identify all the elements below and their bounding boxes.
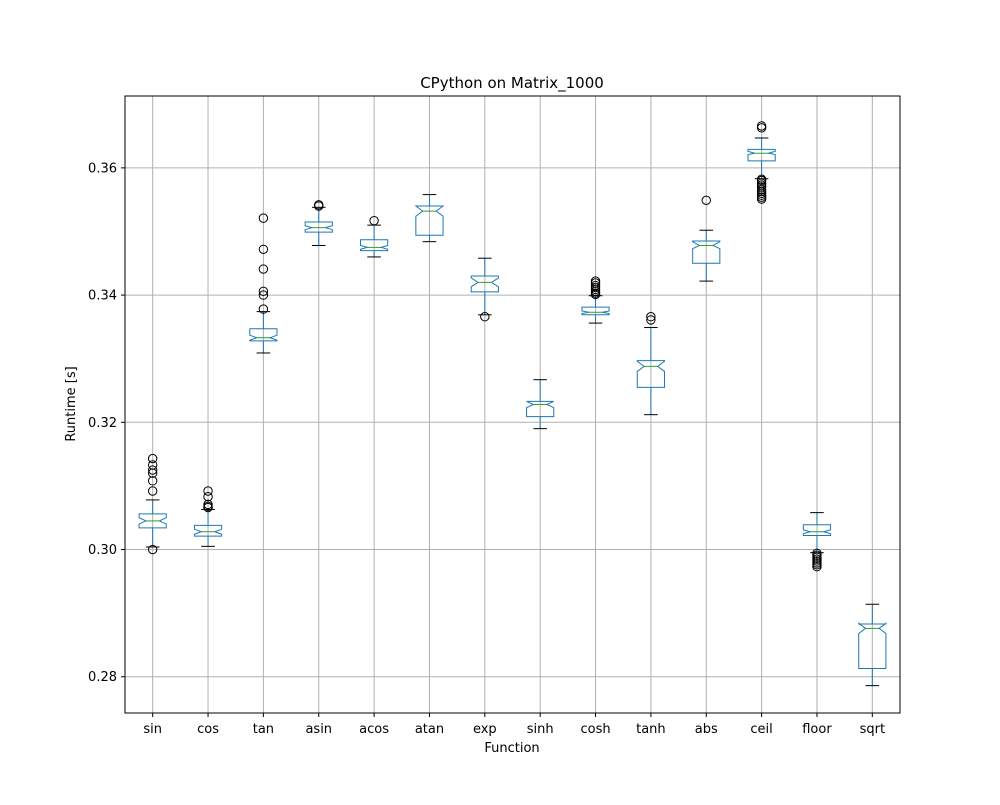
box-sinh	[526, 379, 555, 430]
box-asin	[304, 200, 333, 246]
box-sin	[138, 453, 167, 555]
box-body	[692, 240, 721, 264]
box-body	[581, 306, 610, 316]
flier-point	[756, 178, 767, 188]
y-tick-label: 0.34	[88, 289, 117, 304]
box-cosh	[581, 276, 610, 324]
flier-point	[147, 486, 158, 496]
x-tick-label: tan	[253, 722, 274, 737]
flier-point	[258, 286, 269, 296]
flier-point	[147, 544, 158, 555]
x-tick-label: acos	[359, 722, 389, 737]
box-cos	[193, 486, 223, 547]
x-tick-label: ceil	[750, 722, 772, 737]
flier-point	[258, 264, 269, 274]
flier-point	[258, 244, 269, 254]
flier-point	[147, 460, 158, 470]
box-tan	[249, 213, 278, 354]
flier-point	[203, 492, 213, 502]
y-axis-label: Runtime [s]	[64, 366, 79, 441]
flier-point	[701, 195, 711, 206]
x-tick-label: floor	[802, 722, 832, 737]
x-tick-label: abs	[695, 722, 718, 737]
y-tick-label: 0.28	[88, 670, 117, 685]
flier-point	[646, 315, 656, 325]
boxes	[138, 121, 887, 687]
flier-point	[812, 548, 822, 559]
chart-title: CPython on Matrix_1000	[420, 74, 604, 93]
flier-point	[147, 476, 158, 486]
y-tick-label: 0.36	[88, 161, 117, 176]
box-abs	[692, 195, 721, 282]
x-tick-label: tanh	[636, 722, 666, 737]
box-body	[193, 524, 223, 537]
x-tick-label: exp	[473, 722, 497, 737]
x-tick-label: atan	[415, 722, 444, 737]
box-body	[304, 221, 333, 233]
box-body	[858, 622, 887, 669]
box-body	[802, 524, 832, 537]
box-atan	[414, 194, 445, 243]
y-tick-label: 0.32	[88, 416, 117, 431]
x-tick-label: sqrt	[860, 722, 885, 737]
flier-point	[203, 486, 213, 496]
x-tick-label: sin	[143, 722, 162, 737]
flier-point	[590, 280, 601, 291]
x-tick-label: asin	[305, 722, 332, 737]
box-body	[138, 513, 167, 529]
box-body	[526, 400, 555, 418]
box-body	[470, 275, 499, 293]
box-tanh	[636, 312, 665, 416]
x-axis-label: Function	[484, 741, 539, 756]
flier-point	[590, 276, 601, 286]
plot-frame	[124, 95, 901, 714]
x-tick-label: cosh	[580, 722, 610, 737]
flier-point	[258, 290, 269, 300]
flier-point	[314, 200, 324, 210]
box-floor	[802, 512, 832, 572]
flier-point	[147, 453, 158, 464]
box-ceil	[747, 121, 776, 204]
flier-point	[203, 499, 213, 510]
box-body	[360, 239, 389, 252]
flier-point	[147, 465, 158, 475]
ticks: 0.28 0.30 0.32 0.34 0.36 sin cos tan asin acos ata…	[88, 161, 885, 737]
box-body	[747, 148, 776, 162]
box-acos	[360, 215, 389, 258]
box-body	[414, 205, 445, 236]
box-exp	[470, 257, 499, 322]
flier-point	[258, 213, 269, 223]
flier-point	[756, 121, 767, 131]
box-body	[636, 360, 665, 388]
x-tick-label: cos	[197, 722, 219, 737]
box-body	[249, 328, 278, 342]
flier-point	[756, 184, 767, 195]
flier-point	[369, 215, 379, 226]
x-tick-label: sinh	[527, 722, 554, 737]
flier-point	[646, 312, 656, 322]
box-sqrt	[858, 603, 887, 687]
flier-point	[258, 304, 269, 314]
y-tick-label: 0.30	[88, 543, 117, 558]
flier-point	[480, 312, 490, 322]
flier-point	[756, 174, 767, 185]
